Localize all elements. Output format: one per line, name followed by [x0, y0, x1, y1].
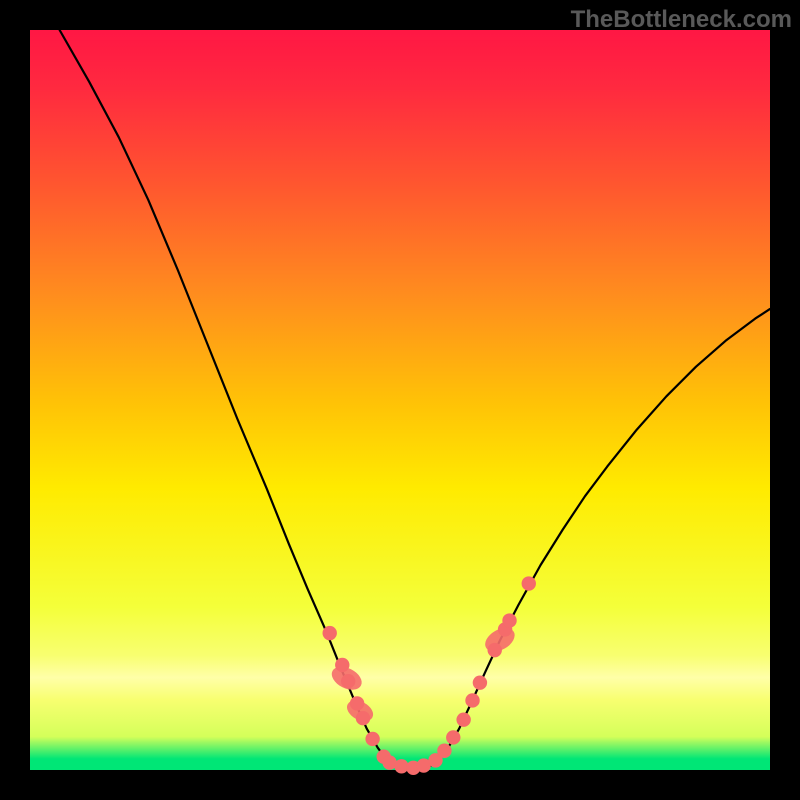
data-dot	[437, 744, 451, 758]
data-dot	[350, 696, 364, 710]
data-dot	[456, 712, 470, 726]
data-dot	[335, 658, 349, 672]
data-dot	[465, 693, 479, 707]
data-dot	[473, 675, 487, 689]
data-dot	[341, 674, 355, 688]
data-dot	[488, 643, 502, 657]
data-dot	[446, 730, 460, 744]
gradient-panel	[30, 30, 770, 770]
data-dot	[522, 576, 536, 590]
data-dot	[365, 732, 379, 746]
data-dot	[356, 711, 370, 725]
watermark-text: TheBottleneck.com	[571, 6, 792, 34]
data-dot	[323, 626, 337, 640]
bottleneck-chart	[0, 0, 800, 800]
data-dot	[502, 613, 516, 627]
